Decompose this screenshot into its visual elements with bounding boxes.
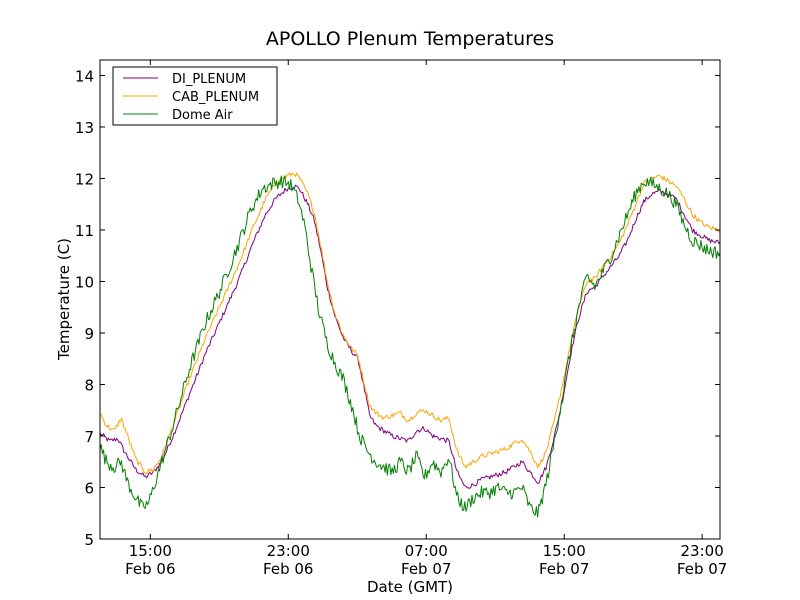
x-tick-label-date: Feb 06 [263,560,313,578]
y-tick-label: 10 [75,273,94,291]
y-tick-label: 13 [75,119,94,137]
x-tick-label-time: 15:00 [543,542,586,560]
legend-label-cab-plenum: CAB_PLENUM [172,90,259,105]
x-tick-label-date: Feb 07 [677,560,727,578]
y-axis-label: Temperature (C) [55,238,73,361]
y-tick-label: 8 [84,376,94,394]
legend-label-di-plenum: DI_PLENUM [172,72,246,87]
legend: DI_PLENUM CAB_PLENUM Dome Air [112,66,278,126]
x-tick-label-date: Feb 07 [401,560,451,578]
x-tick-label-time: 07:00 [405,542,448,560]
y-tick-label: 12 [75,170,94,188]
plot-frame [99,59,721,540]
y-tick-label: 7 [84,428,94,446]
x-tick-label-date: Feb 07 [539,560,589,578]
x-tick-label-time: 15:00 [129,542,172,560]
legend-label-dome-air: Dome Air [172,108,233,123]
series-line-di-plenum [100,184,720,489]
y-tick-label: 11 [75,222,94,240]
x-axis-label: Date (GMT) [367,578,453,596]
y-tick-label: 6 [84,479,94,497]
chart-title: APOLLO Plenum Temperatures [266,28,554,50]
y-tick-label: 9 [84,325,94,343]
y-tick-label: 5 [84,531,94,549]
x-tick-label-time: 23:00 [681,542,724,560]
x-tick-label-date: Feb 06 [125,560,175,578]
y-tick-label: 14 [75,67,94,85]
x-tick-label-time: 23:00 [267,542,310,560]
series-line-dome-air [100,175,720,518]
series-line-cab-plenum [100,172,720,475]
